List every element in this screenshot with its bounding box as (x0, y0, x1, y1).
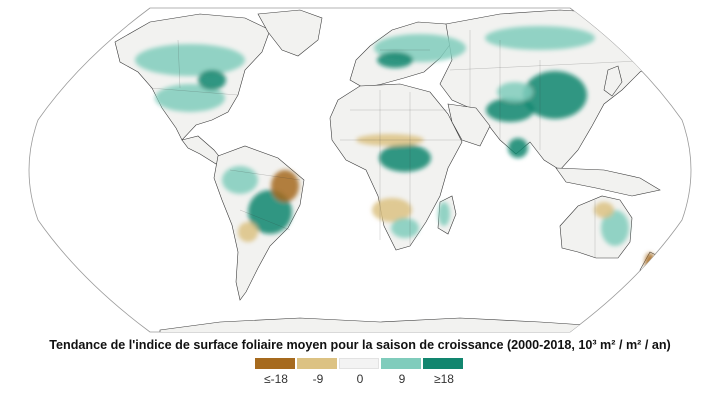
legend-swatch-neg-low (297, 358, 337, 369)
japan (603, 65, 623, 97)
southeast-asia-islands (555, 167, 661, 197)
world-map (28, 7, 692, 333)
legend-label-neg-low: -9 (312, 372, 324, 386)
legend-swatch-neg-high (255, 358, 295, 369)
legend: ≤-18 -9 0 9 ≥18 (255, 358, 465, 386)
map-caption: Tendance de l'indice de surface foliaire… (49, 338, 671, 352)
legend-label-zero: 0 (356, 372, 364, 386)
greenland (257, 9, 323, 57)
legend-swatch-pos-low (381, 358, 421, 369)
legend-label-neg-high: ≤-18 (264, 372, 288, 386)
trend-shading (135, 26, 655, 271)
arabian-peninsula (447, 103, 491, 147)
legend-label-pos-high: ≥18 (434, 372, 454, 386)
country-borders (149, 30, 661, 258)
legend-label-pos-low: 9 (398, 372, 406, 386)
north-america (114, 13, 271, 141)
legend-swatch-pos-high (423, 358, 463, 369)
legend-swatch-zero (339, 358, 379, 369)
map-canvas (28, 7, 692, 333)
antarctica (159, 317, 601, 332)
